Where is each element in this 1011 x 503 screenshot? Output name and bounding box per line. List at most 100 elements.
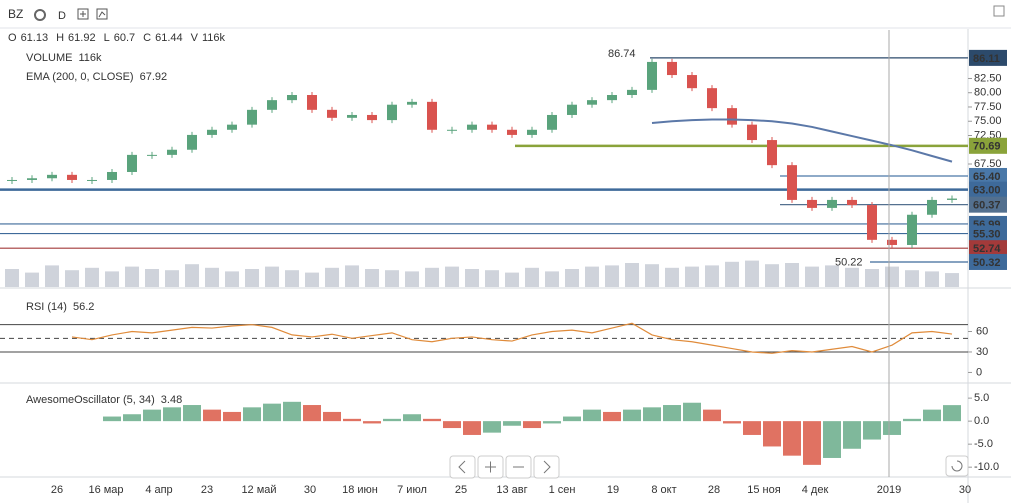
x-tick-label: 16 мар: [88, 484, 123, 496]
volume-bar: [465, 269, 479, 287]
reset-button[interactable]: [945, 455, 969, 477]
candle: [427, 101, 437, 130]
ema-line: [651, 118, 953, 163]
ohlcv-value: 116k: [202, 32, 226, 44]
candle: [507, 129, 517, 135]
volume-bar: [145, 269, 159, 287]
x-tick-label: 26: [51, 484, 63, 496]
volume-bar: [85, 267, 99, 287]
candle: [407, 101, 417, 105]
ao-bar: [223, 411, 241, 422]
volume-bar: [405, 271, 419, 287]
ao-bar: [603, 411, 621, 422]
candle: [107, 171, 117, 180]
ao-bar: [563, 416, 581, 422]
candle: [487, 124, 497, 130]
candle: [267, 100, 277, 110]
ao-bar: [723, 421, 741, 424]
level-box: [969, 196, 1007, 213]
level-box: [969, 240, 1007, 257]
scroll-left[interactable]: [449, 455, 476, 479]
legend-value: 67.92: [140, 71, 168, 83]
fullscreen-icon[interactable]: [993, 5, 1005, 17]
candle: [47, 174, 57, 179]
y-tick-label: 5.0: [974, 392, 989, 404]
volume-bar: [885, 266, 899, 287]
volume-bar: [905, 270, 919, 287]
zoom-in[interactable]: [477, 455, 504, 479]
volume-bar: [585, 266, 599, 287]
ao-bar: [143, 409, 161, 422]
volume-bar: [445, 266, 459, 287]
volume-bar: [665, 267, 679, 287]
candle: [327, 109, 337, 118]
candle: [907, 214, 917, 245]
y-tick-label: 30: [976, 346, 988, 358]
x-tick-label: 4 дек: [802, 484, 829, 496]
ohlcv-key: V: [191, 32, 199, 44]
level-box: [969, 167, 1007, 184]
ao-bar: [103, 416, 121, 422]
compare-icon[interactable]: [77, 8, 89, 20]
ao-bar: [783, 421, 801, 456]
candle: [627, 89, 637, 96]
volume-bar: [485, 270, 499, 287]
volume-bar: [245, 269, 259, 287]
candle: [227, 124, 237, 130]
level-label: 50.32: [973, 257, 1001, 269]
ao-bar: [323, 411, 341, 422]
ohlcv-key: H: [56, 32, 64, 44]
level-box: [969, 137, 1007, 154]
volume-bar: [385, 270, 399, 287]
ao-bar: [803, 421, 821, 465]
candle: [367, 114, 377, 121]
ohlcv-readout: O 61.13 H 61.92 L 60.7 C 61.44 V 116k: [8, 32, 225, 44]
volume-bar: [685, 266, 699, 287]
level-box: [969, 253, 1007, 270]
level-label: 52.74: [973, 243, 1001, 255]
volume-bar: [205, 267, 219, 287]
candle: [807, 199, 817, 208]
candle: [547, 114, 557, 130]
candle: [87, 179, 97, 181]
scroll-right[interactable]: [533, 455, 560, 479]
plot: 82.5080.0077.5075.0072.5067.5086.1170.69…: [0, 29, 1011, 503]
candle: [27, 178, 37, 180]
y-tick-label: 82.50: [974, 72, 1002, 84]
ohlcv-key: O: [8, 32, 17, 44]
ao-bar: [423, 418, 441, 422]
candle: [527, 129, 537, 135]
x-tick-label: 4 апр: [145, 484, 172, 496]
level-label: 60.37: [973, 200, 1001, 212]
settings-icon[interactable]: [34, 9, 46, 21]
ohlcv-value: 61.92: [68, 32, 96, 44]
volume-bar: [365, 269, 379, 287]
ao-bar: [503, 421, 521, 426]
interval[interactable]: D: [58, 10, 66, 22]
volume-bar: [645, 264, 659, 287]
legend-name: EMA (200, 0, CLOSE): [26, 71, 134, 83]
volume-bar: [785, 263, 799, 287]
ao-bar: [863, 421, 881, 440]
zoom-out[interactable]: [505, 455, 532, 479]
candle: [167, 149, 177, 155]
level-box: [969, 225, 1007, 242]
ao-bar: [763, 421, 781, 447]
x-tick-label: 28: [708, 484, 720, 496]
candle: [747, 124, 757, 141]
candle: [447, 129, 457, 131]
ohlcv-value: 61.13: [21, 32, 49, 44]
legend-value: 116k: [78, 52, 102, 64]
pane-value: 3.48: [161, 394, 182, 406]
candle: [247, 109, 257, 125]
x-tick-label: 1 сен: [549, 484, 576, 496]
symbol[interactable]: BZ: [8, 7, 23, 21]
ao-bar: [283, 401, 301, 422]
candle: [707, 88, 717, 109]
indicator-icon[interactable]: [96, 8, 108, 20]
ao-bar: [583, 409, 601, 422]
volume-bar: [25, 272, 39, 287]
volume-bar: [865, 269, 879, 287]
volume-bar: [65, 270, 79, 287]
y-tick-label: -10.0: [974, 461, 999, 473]
